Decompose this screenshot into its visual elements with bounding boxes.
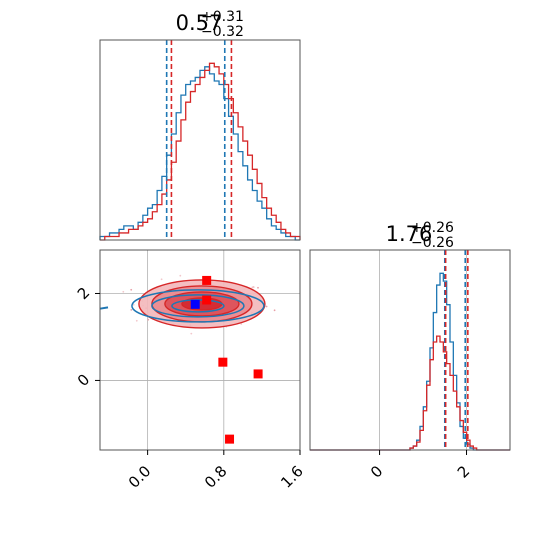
joint-y-tick-label-1: 2 <box>74 284 93 303</box>
joint-sample-point <box>135 319 138 322</box>
marginal-y-title-value: 1.76 <box>386 222 433 246</box>
marginal-x-hist-series-1 <box>100 62 301 241</box>
joint-x-tick-label-2: 1.6 <box>277 462 307 492</box>
marginal-y-frame <box>309 249 511 451</box>
marginal-x-frame <box>99 39 301 241</box>
joint-x-tick-label-1: 0.8 <box>201 462 231 492</box>
joint-sample-point <box>273 309 276 312</box>
joint-x-tick-label-0: 0.0 <box>125 462 155 492</box>
joint-y-tick-label-0: 0 <box>74 371 93 390</box>
joint-contours <box>99 279 266 329</box>
joint-x-ticks: 0.0 0.8 1.6 <box>125 450 307 492</box>
joint-marker-1 <box>202 295 212 305</box>
marginal-x-histograms <box>99 62 301 241</box>
blue-contour-level-0 <box>131 289 265 323</box>
joint-marker-4 <box>253 369 263 379</box>
joint-sample-point <box>240 323 243 325</box>
marginal-y-title-minus: −0.26 <box>411 235 454 251</box>
marginal-y-x-tick-label-1: 2 <box>454 462 473 481</box>
joint-frame <box>99 249 301 451</box>
joint-sample-point <box>132 303 135 306</box>
joint-markers <box>190 275 263 444</box>
joint-sample-point <box>122 290 125 293</box>
joint-sample-point <box>190 332 193 335</box>
marginal-y-grid <box>379 250 467 450</box>
joint-panel: 0.0 0.8 1.6 02 <box>74 249 307 492</box>
marginal-x-title-plus: +0.31 <box>201 9 244 25</box>
marginal-y-background <box>310 250 510 450</box>
joint-sample-point <box>252 286 255 289</box>
joint-marker-5 <box>225 434 235 444</box>
joint-sample-point <box>257 286 259 289</box>
marginal-y-title-plus: +0.26 <box>411 220 454 236</box>
joint-marker-2 <box>190 299 200 309</box>
marginal-y-quantile-lines <box>443 250 469 450</box>
joint-sample-point <box>179 274 182 277</box>
marginal-x-title-value: 0.57 <box>176 11 223 35</box>
joint-sample-point <box>160 278 163 281</box>
joint-sample-point <box>147 318 150 321</box>
joint-sample-point <box>130 288 133 291</box>
marginal-y-x-tick-label-0: 0 <box>367 462 386 481</box>
marginal-x-panel: 0.57 +0.31 −0.32 <box>99 9 301 241</box>
marginal-x-quantile-lines <box>165 40 233 240</box>
joint-marker-3 <box>218 357 228 367</box>
marginal-y-title: 1.76 <box>386 222 433 246</box>
marginal-x-title-minus: −0.32 <box>201 24 244 40</box>
joint-sample-point <box>130 309 133 311</box>
joint-y-ticks: 02 <box>74 284 100 390</box>
marginal-x-title: 0.57 <box>176 11 223 35</box>
blue-contour-tail <box>99 306 109 310</box>
joint-sample-point <box>265 305 268 308</box>
joint-marker-0 <box>202 275 212 285</box>
blue-contour-level-1 <box>151 294 245 318</box>
